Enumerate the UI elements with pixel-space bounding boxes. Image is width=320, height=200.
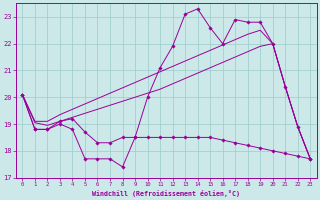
X-axis label: Windchill (Refroidissement éolien,°C): Windchill (Refroidissement éolien,°C) <box>92 190 240 197</box>
